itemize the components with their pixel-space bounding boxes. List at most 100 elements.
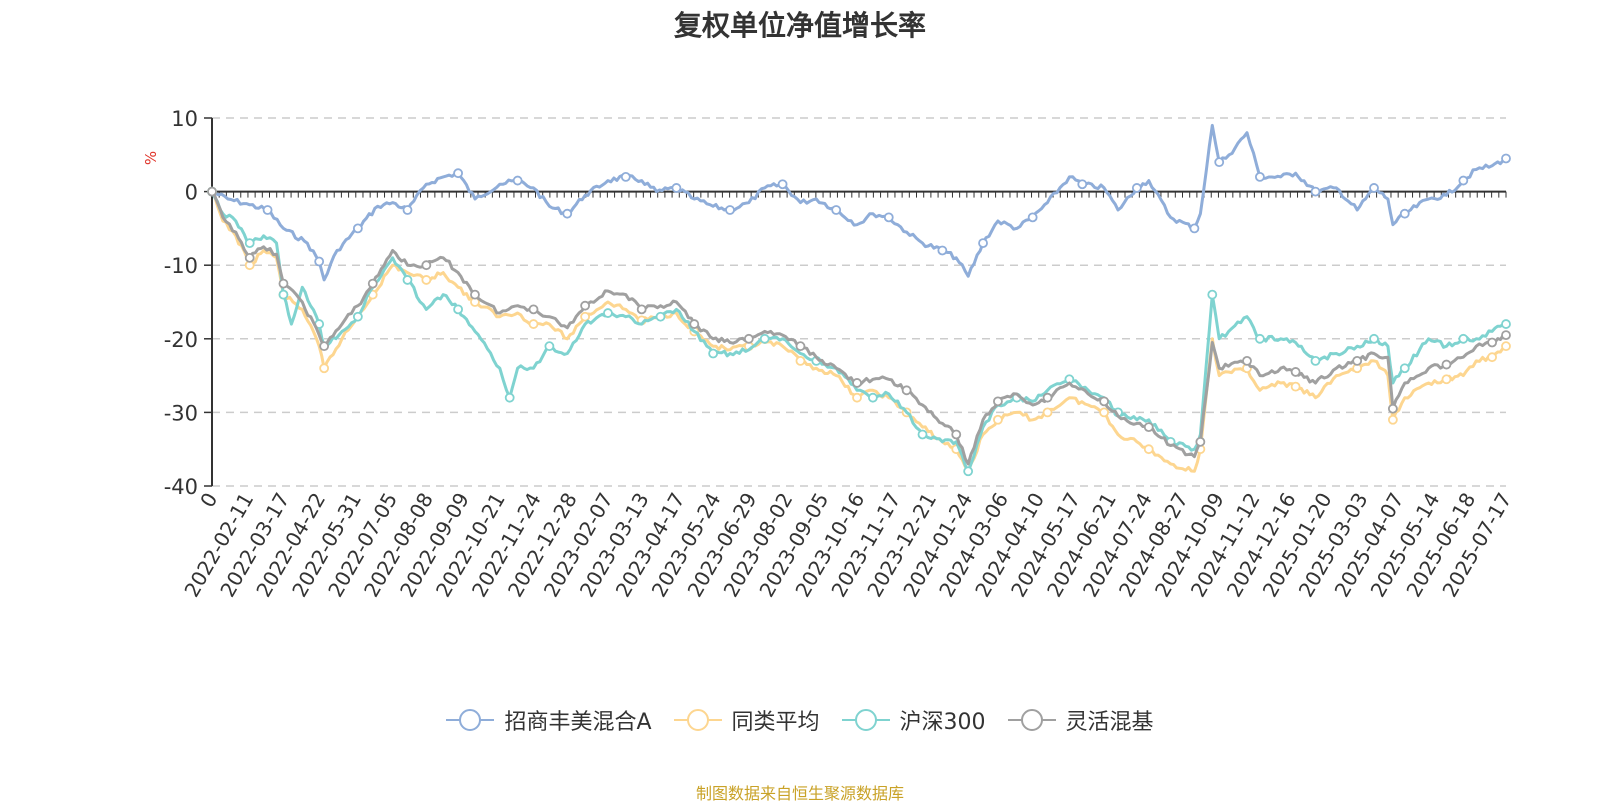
data-point-0 bbox=[1501, 153, 1511, 164]
data-point-2 bbox=[655, 311, 666, 322]
x-tick-label: 0 bbox=[195, 489, 222, 512]
data-point-1 bbox=[1441, 374, 1452, 385]
data-point-3 bbox=[244, 252, 255, 263]
legend: 招商丰美混合A 同类平均 沪深300 灵活混基 bbox=[0, 704, 1600, 736]
data-point-2 bbox=[1501, 319, 1511, 329]
data-point-2 bbox=[402, 275, 413, 285]
series-line-0 bbox=[211, 123, 1507, 282]
data-point-0 bbox=[671, 183, 682, 193]
data-point-0 bbox=[1131, 183, 1142, 193]
legend-label: 沪深300 bbox=[899, 710, 986, 735]
data-point-3 bbox=[1441, 359, 1452, 370]
y-tick-label: 10 bbox=[171, 107, 198, 131]
data-point-1 bbox=[1501, 341, 1511, 352]
data-point-0 bbox=[562, 208, 573, 219]
data-point-3 bbox=[278, 278, 289, 289]
data-point-2 bbox=[963, 466, 974, 477]
data-point-3 bbox=[636, 304, 647, 315]
data-point-1 bbox=[528, 319, 539, 329]
data-point-3 bbox=[852, 378, 862, 388]
legend-marker-icon bbox=[1007, 709, 1056, 731]
data-point-1 bbox=[852, 392, 862, 403]
data-point-3 bbox=[1143, 422, 1154, 433]
data-point-2 bbox=[278, 289, 289, 300]
data-point-3 bbox=[1387, 403, 1398, 414]
data-point-1 bbox=[1042, 407, 1053, 418]
data-point-3 bbox=[1042, 392, 1053, 403]
data-point-3 bbox=[1290, 367, 1301, 377]
legend-marker-icon bbox=[446, 709, 495, 731]
data-point-2 bbox=[708, 348, 719, 359]
data-point-2 bbox=[244, 238, 255, 249]
data-point-1 bbox=[993, 414, 1003, 425]
y-tick-label: 0 bbox=[185, 181, 198, 205]
legend-item[interactable]: 同类平均 bbox=[673, 704, 820, 736]
data-point-0 bbox=[831, 205, 842, 215]
data-point-0 bbox=[725, 205, 735, 215]
data-point-3 bbox=[1242, 355, 1252, 366]
data-point-1 bbox=[1099, 407, 1110, 418]
data-point-0 bbox=[1310, 186, 1321, 197]
series-line-3 bbox=[210, 190, 1507, 466]
data-point-0 bbox=[1214, 157, 1225, 168]
source-note: 制图数据来自恒生聚源数据库 bbox=[695, 784, 904, 803]
data-point-1 bbox=[1143, 444, 1154, 455]
data-point-1 bbox=[795, 355, 806, 366]
data-point-0 bbox=[777, 179, 788, 190]
data-point-3 bbox=[421, 260, 432, 271]
legend-item[interactable]: 沪深300 bbox=[841, 704, 986, 736]
data-point-0 bbox=[512, 175, 523, 186]
data-point-0 bbox=[262, 205, 273, 215]
series-line-1 bbox=[210, 190, 1507, 473]
data-point-3 bbox=[470, 289, 480, 300]
data-point-2 bbox=[917, 429, 928, 440]
data-point-0 bbox=[402, 205, 413, 215]
data-point-2 bbox=[453, 304, 463, 315]
data-point-3 bbox=[207, 186, 217, 197]
data-point-0 bbox=[1255, 171, 1265, 182]
data-point-2 bbox=[544, 341, 555, 352]
y-tick-label: -20 bbox=[164, 328, 198, 352]
data-point-0 bbox=[1458, 175, 1469, 186]
legend-marker-icon bbox=[841, 709, 890, 731]
data-point-0 bbox=[1369, 183, 1379, 193]
data-point-3 bbox=[743, 333, 754, 344]
legend-item[interactable]: 招商丰美混合A bbox=[446, 704, 652, 736]
tick-labels: 100-10-20-30-4002022-02-112022-03-172022… bbox=[164, 107, 1517, 601]
y-tick-label: -30 bbox=[164, 401, 198, 425]
data-point-2 bbox=[1399, 363, 1410, 374]
data-point-0 bbox=[314, 256, 325, 267]
chart-title: 复权单位净值增长率 bbox=[673, 9, 926, 42]
data-point-3 bbox=[319, 341, 330, 352]
legend-marker-icon bbox=[673, 709, 722, 731]
y-tick-label: -10 bbox=[164, 254, 198, 278]
legend-label: 同类平均 bbox=[731, 710, 820, 735]
data-point-3 bbox=[1501, 330, 1511, 341]
series-line-2 bbox=[210, 190, 1507, 473]
data-point-3 bbox=[528, 304, 539, 315]
data-point-0 bbox=[978, 238, 988, 249]
legend-item[interactable]: 灵活混基 bbox=[1007, 704, 1154, 736]
series-lines bbox=[207, 123, 1511, 477]
data-point-0 bbox=[1027, 212, 1038, 223]
data-point-0 bbox=[1077, 179, 1088, 190]
data-point-3 bbox=[689, 319, 700, 329]
data-point-3 bbox=[901, 385, 912, 396]
legend-label: 灵活混基 bbox=[1065, 710, 1154, 735]
data-point-3 bbox=[951, 429, 962, 440]
data-point-3 bbox=[1487, 337, 1498, 348]
data-point-1 bbox=[580, 311, 591, 322]
data-point-2 bbox=[603, 308, 613, 318]
data-point-3 bbox=[993, 396, 1003, 407]
data-point-1 bbox=[319, 363, 330, 374]
data-point-3 bbox=[795, 341, 806, 352]
axes bbox=[204, 117, 1507, 487]
data-point-2 bbox=[504, 392, 515, 403]
data-point-2 bbox=[352, 311, 363, 322]
legend-label: 招商丰美混合A bbox=[504, 710, 652, 735]
data-point-2 bbox=[1207, 289, 1218, 300]
data-point-3 bbox=[1195, 436, 1206, 447]
data-point-0 bbox=[937, 245, 948, 256]
data-point-1 bbox=[1487, 352, 1498, 363]
